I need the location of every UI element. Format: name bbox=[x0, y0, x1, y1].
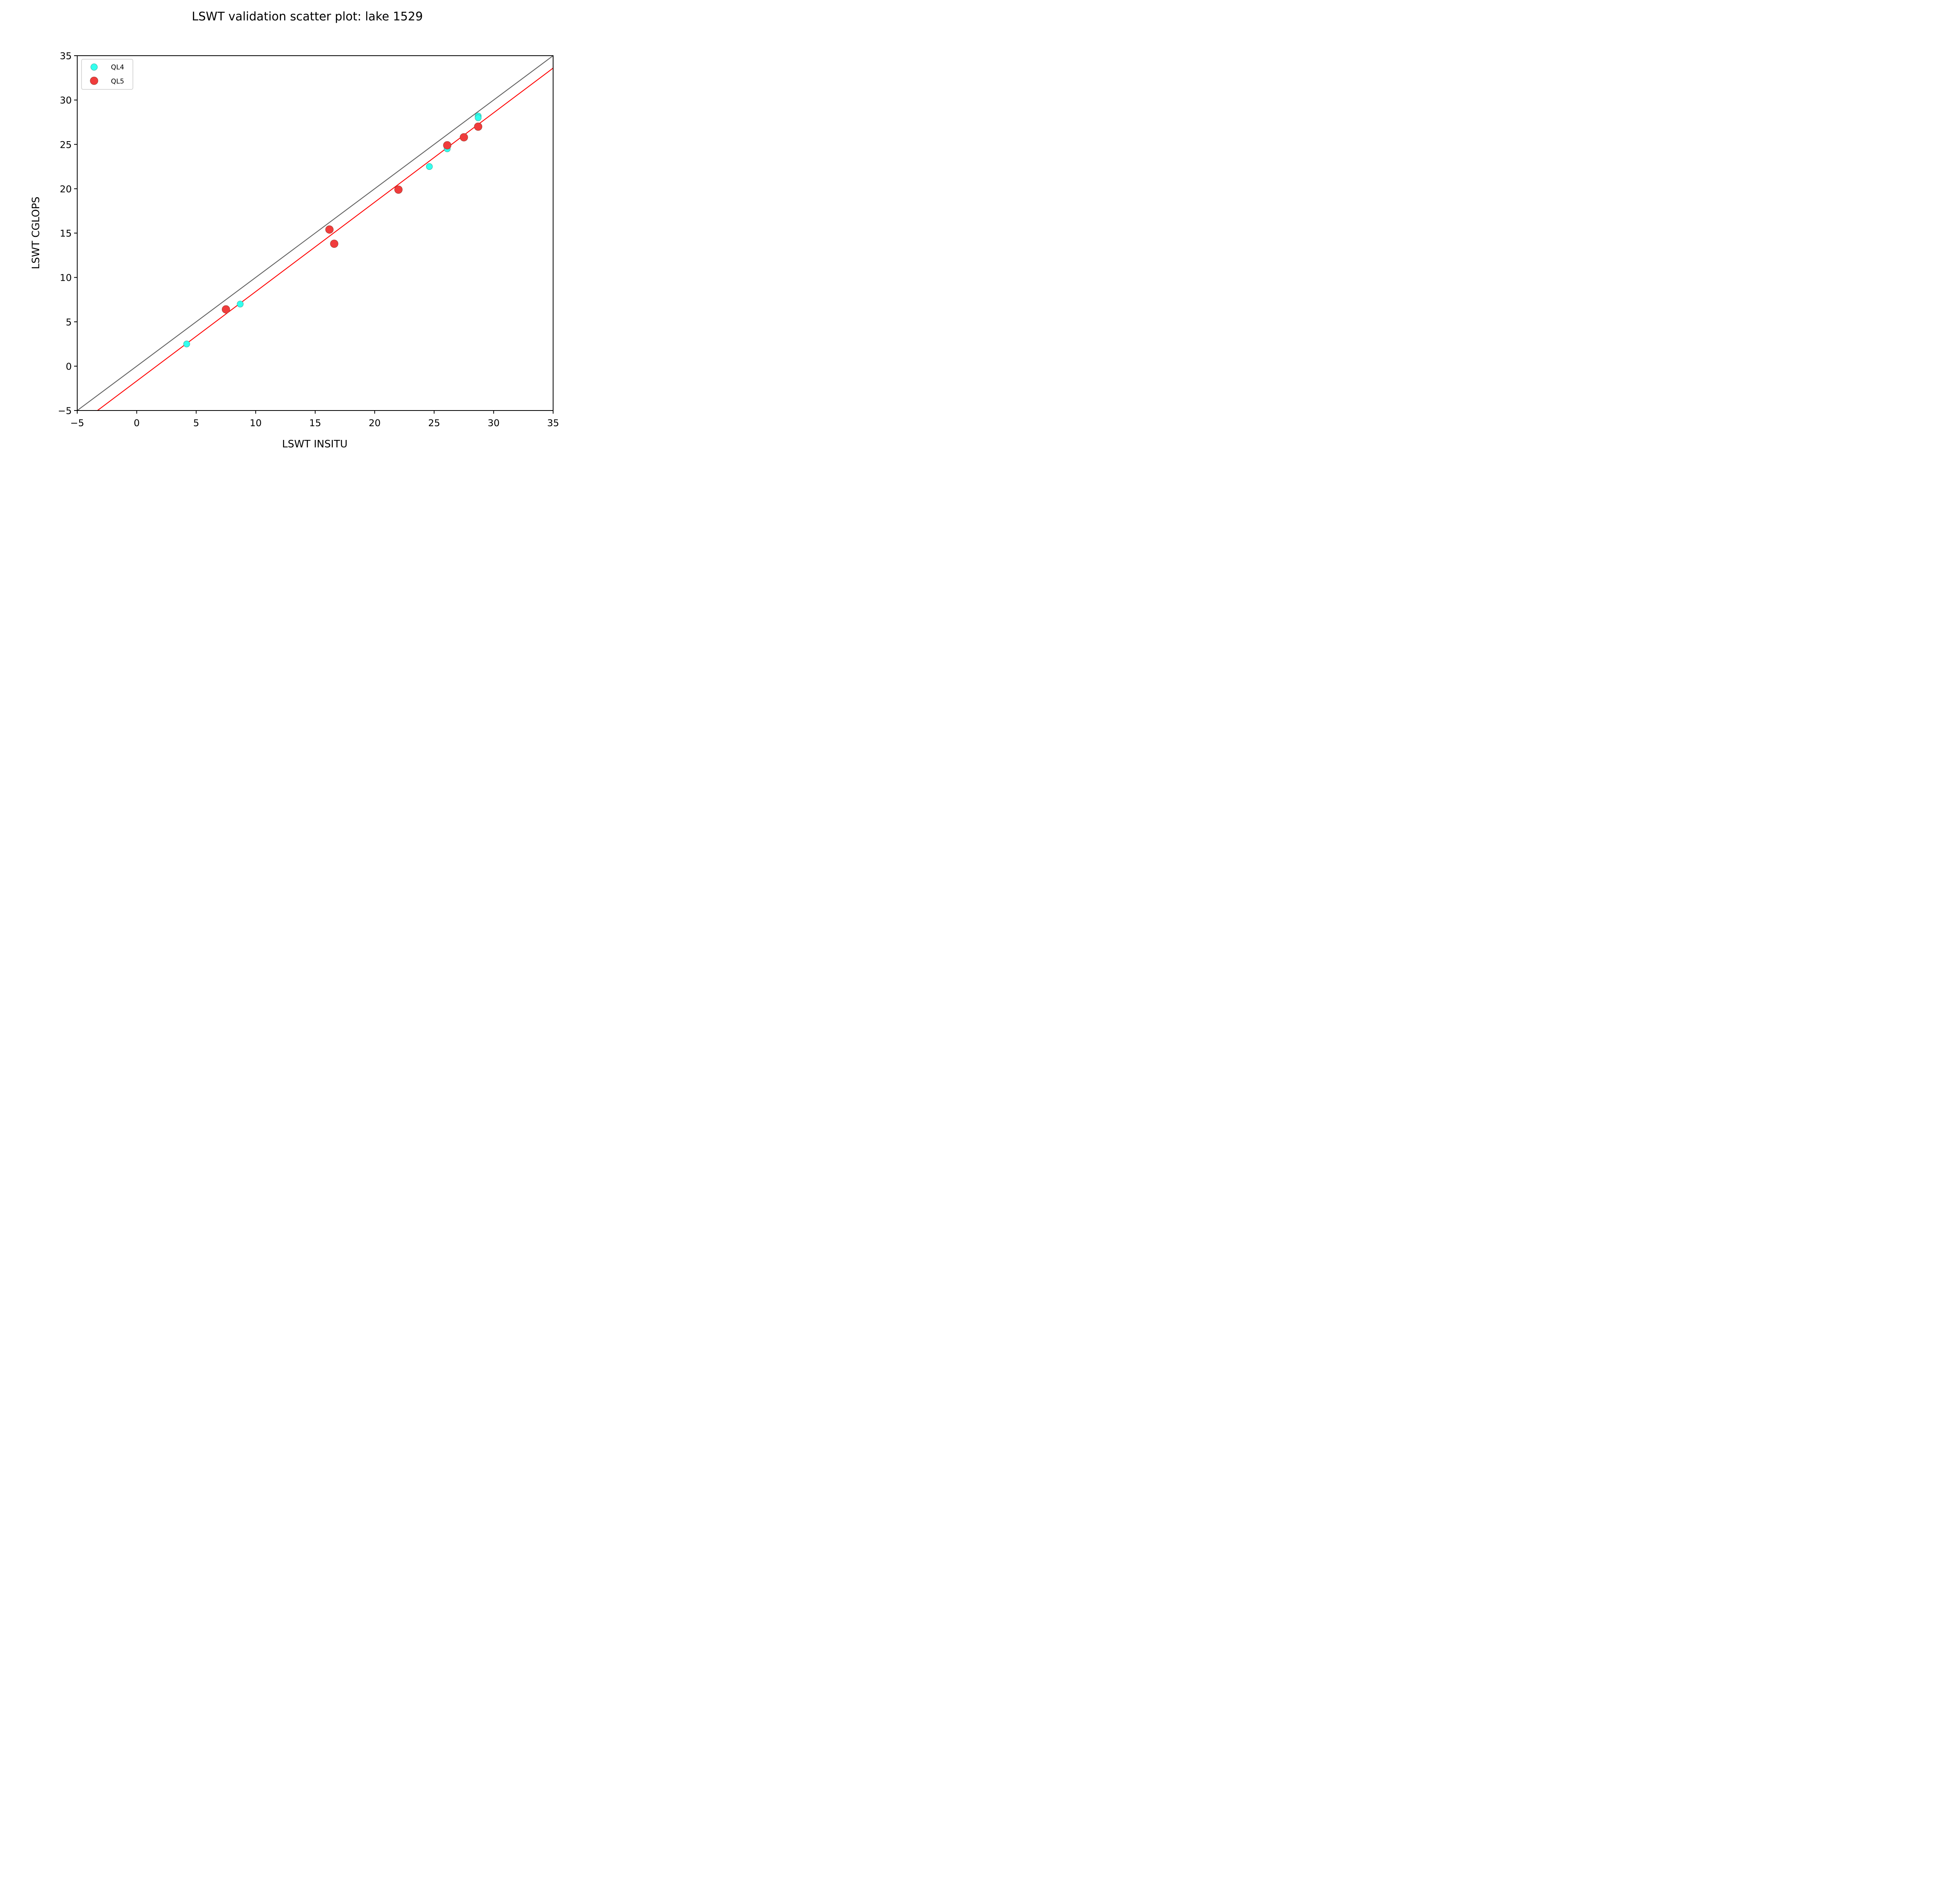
point-ql4 bbox=[183, 340, 190, 347]
fit-line bbox=[97, 67, 554, 411]
point-ql5 bbox=[459, 133, 468, 142]
x-tick-label: 20 bbox=[368, 418, 381, 429]
x-axis-label: LSWT INSITU bbox=[282, 438, 347, 450]
legend-marker-ql5 bbox=[90, 76, 98, 85]
x-axis-ticks: −5 0 5 10 15 20 25 30 35 bbox=[70, 411, 559, 429]
point-ql5 bbox=[394, 185, 403, 194]
reference-lines bbox=[77, 55, 554, 411]
y-tick-label: 0 bbox=[66, 361, 72, 372]
y-tick-label: 15 bbox=[60, 228, 72, 239]
chart-title: LSWT validation scatter plot: lake 1529 bbox=[192, 10, 423, 24]
y-axis-label: LSWT CGLOPS bbox=[30, 196, 42, 269]
x-tick-label: 0 bbox=[134, 418, 140, 429]
scatter-chart: LSWT validation scatter plot: lake 1529 … bbox=[30, 10, 559, 450]
point-ql5 bbox=[221, 305, 230, 314]
legend-marker-ql4 bbox=[91, 64, 98, 71]
point-ql5 bbox=[330, 240, 338, 248]
legend: QL4 QL5 bbox=[81, 59, 133, 90]
point-ql5 bbox=[443, 141, 452, 149]
y-tick-label: 35 bbox=[60, 51, 72, 62]
x-tick-label: 5 bbox=[193, 418, 199, 429]
y-tick-label: 20 bbox=[60, 183, 72, 194]
data-points bbox=[183, 113, 483, 347]
y-tick-label: 5 bbox=[66, 317, 72, 328]
legend-label-ql4: QL4 bbox=[111, 64, 124, 71]
legend-box bbox=[81, 59, 133, 90]
point-ql5 bbox=[474, 122, 483, 131]
series-ql5 bbox=[221, 122, 483, 314]
identity-line bbox=[77, 55, 554, 411]
point-ql4 bbox=[237, 301, 244, 307]
legend-label-ql5: QL5 bbox=[111, 78, 124, 85]
y-tick-label: 30 bbox=[60, 95, 72, 106]
point-ql4 bbox=[426, 163, 433, 170]
y-tick-label: 10 bbox=[60, 272, 72, 283]
x-tick-label: 15 bbox=[309, 418, 321, 429]
point-ql5 bbox=[325, 225, 334, 234]
y-tick-label: 25 bbox=[60, 139, 72, 150]
x-tick-label: 30 bbox=[488, 418, 500, 429]
x-tick-label: −5 bbox=[70, 418, 84, 429]
y-tick-label: −5 bbox=[58, 405, 72, 416]
x-tick-label: 35 bbox=[547, 418, 559, 429]
x-tick-label: 10 bbox=[250, 418, 262, 429]
x-tick-label: 25 bbox=[428, 418, 440, 429]
point-ql4 bbox=[475, 114, 482, 121]
y-axis-ticks: −5 0 5 10 15 20 25 30 35 bbox=[58, 51, 77, 416]
series-ql4 bbox=[183, 113, 482, 347]
